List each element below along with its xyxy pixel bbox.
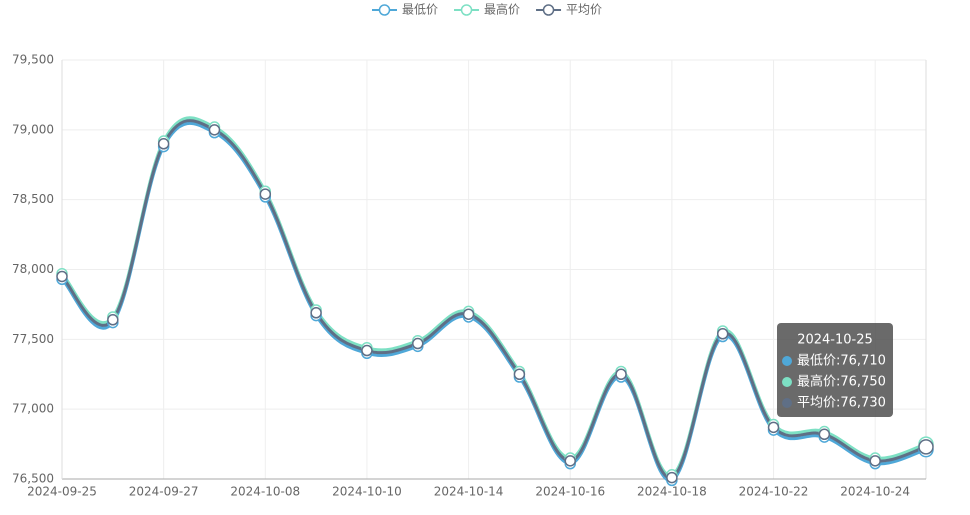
tooltip-box [777, 323, 893, 417]
x-tick-label: 2024-09-25 [27, 485, 97, 499]
y-tick-label: 79,500 [12, 53, 54, 67]
point [56, 270, 68, 283]
point [157, 138, 170, 150]
point [208, 124, 221, 136]
series-line [60, 119, 927, 480]
x-tick-label: 2024-10-22 [739, 485, 809, 499]
point [412, 337, 424, 350]
point [107, 314, 119, 326]
point [767, 421, 780, 434]
tooltip-row: 最高价:76,750 [797, 374, 886, 390]
x-tick-label: 2024-10-10 [332, 485, 402, 499]
tooltip-row: 最低价:76,710 [797, 354, 886, 369]
point [666, 471, 678, 484]
y-tick-label: 78,000 [12, 262, 54, 276]
x-tick-label: 2024-09-27 [129, 485, 199, 499]
legend-icon[interactable] [378, 4, 391, 16]
point [564, 455, 576, 467]
x-tick-label: 2024-10-14 [434, 485, 504, 499]
x-tick-label: 2024-10-08 [230, 485, 300, 499]
point [869, 455, 881, 467]
legend-label[interactable]: 最高价 [484, 2, 520, 17]
y-tick-label: 77,000 [12, 402, 54, 416]
series-line [60, 116, 927, 477]
series-line [60, 121, 927, 482]
legend-icon[interactable] [460, 4, 473, 16]
y-tick-label: 76,500 [12, 472, 54, 486]
x-tick-label: 2024-10-16 [535, 485, 605, 499]
legend-icon[interactable] [542, 4, 555, 16]
point [615, 368, 627, 380]
tooltip-dot [782, 356, 792, 366]
point [310, 307, 322, 319]
tooltip-row: 平均价:76,730 [797, 396, 886, 411]
x-tick-label: 2024-10-18 [637, 485, 707, 499]
tooltip: 2024-10-25 最低价:76,710 最高价:76,750 平均价:76,730 [777, 323, 893, 417]
legend: 最低价 最高价 平均价 [372, 2, 602, 17]
y-tick-label: 77,500 [12, 332, 54, 346]
legend-label[interactable]: 最低价 [402, 3, 438, 17]
x-tick-label: 2024-10-24 [840, 485, 910, 499]
point [513, 368, 526, 380]
point [259, 188, 272, 200]
point [716, 327, 729, 340]
tooltip-dot [782, 398, 792, 408]
point [361, 344, 373, 357]
legend-label[interactable]: 平均价 [566, 3, 602, 17]
point [462, 308, 475, 320]
y-tick-label: 78,500 [12, 192, 54, 206]
y-tick-label: 79,000 [12, 122, 54, 136]
point [918, 439, 934, 455]
point [818, 428, 831, 441]
tooltip-title: 2024-10-25 [797, 333, 873, 348]
tooltip-dot [782, 377, 792, 387]
